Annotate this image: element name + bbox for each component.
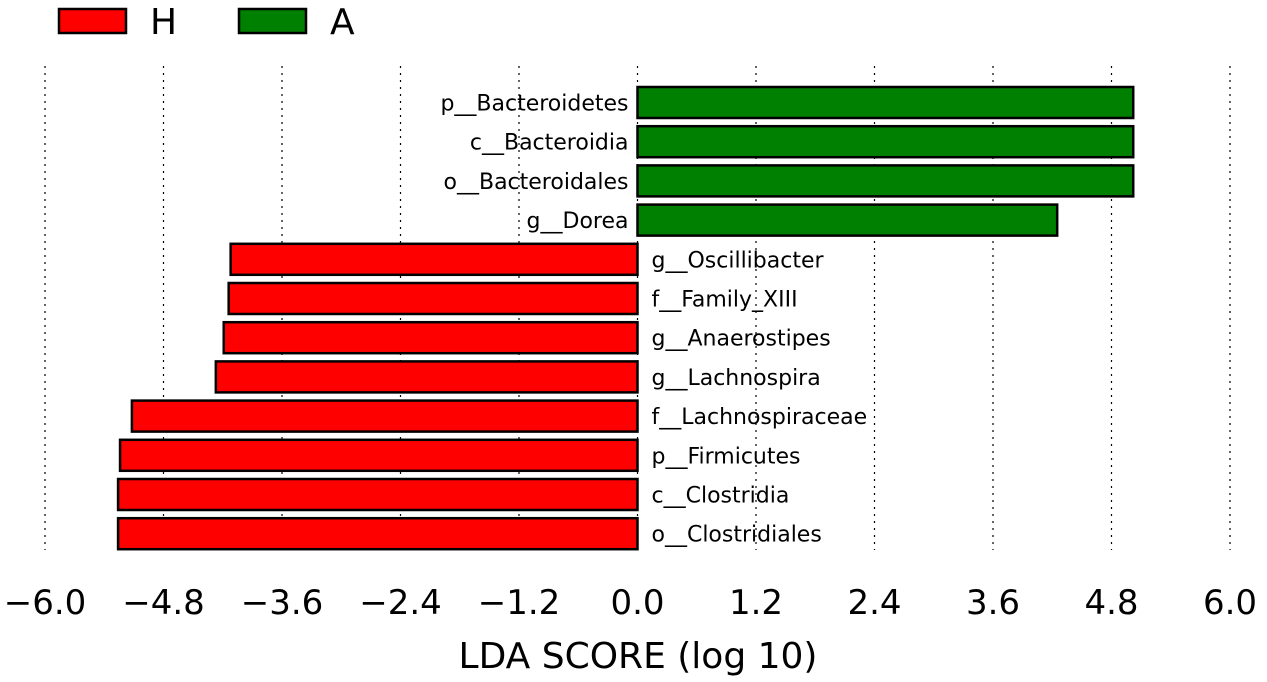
bar-label: c__Clostridia xyxy=(652,484,790,509)
bars xyxy=(116,85,1135,551)
x-tick-label: −6.0 xyxy=(4,583,87,623)
bar-label: c__Bacteroidia xyxy=(470,131,629,156)
bar-label: f__Family_XIII xyxy=(652,288,798,313)
legend-swatch-a xyxy=(237,7,308,35)
x-axis-title: LDA SCORE (log 10) xyxy=(459,636,818,677)
bar-label: g__Anaerostipes xyxy=(652,327,831,352)
bar-p-bacteroidetes xyxy=(636,85,1135,120)
bar-g-oscillibacter xyxy=(229,242,639,277)
x-tick-label: 6.0 xyxy=(1203,583,1257,623)
legend-swatch-h xyxy=(57,7,128,35)
bar-label: g__Lachnospira xyxy=(652,366,821,391)
bar-o-bacteroidales xyxy=(636,164,1135,198)
bar-g-lachnospira xyxy=(214,360,639,394)
bar-label: o__Clostridiales xyxy=(652,523,822,548)
bar-c-clostridia xyxy=(116,477,639,512)
bar-f-family-xiii xyxy=(227,281,639,316)
bar-f-lachnospiraceae xyxy=(130,399,639,433)
bar-label: f__Lachnospiraceae xyxy=(652,405,868,430)
bar-p-firmicutes xyxy=(118,438,639,473)
legend-label-h: H xyxy=(150,2,177,43)
bar-label: o__Bacteroidales xyxy=(444,170,629,195)
x-tick-label: 0.0 xyxy=(610,583,664,623)
x-tick-label: −4.8 xyxy=(122,583,205,623)
x-tick-label: 3.6 xyxy=(966,583,1020,623)
bar-label: p__Firmicutes xyxy=(652,444,801,469)
bar-labels: p__Bacteroidetes c__Bacteroidia o__Bactero… xyxy=(440,92,867,548)
bar-g-dorea xyxy=(636,203,1059,237)
x-tick-label: 4.8 xyxy=(1084,583,1138,623)
x-tick-label: −1.2 xyxy=(478,583,561,623)
bar-label: g__Dorea xyxy=(527,209,629,234)
bar-label: p__Bacteroidetes xyxy=(440,92,628,117)
bar-label: g__Oscillibacter xyxy=(652,248,825,273)
bar-c-bacteroidia xyxy=(636,124,1135,159)
bar-o-clostridiales xyxy=(116,516,639,551)
x-tick-labels: −6.0 −4.8 −3.6 −2.4 −1.2 0.0 1.2 2.4 3.6 4.8 6.0 xyxy=(4,583,1257,623)
legend-label-a: A xyxy=(330,2,355,43)
x-tick-label: −3.6 xyxy=(241,583,324,623)
bar-g-anaerostipes xyxy=(222,320,639,355)
x-tick-label: 2.4 xyxy=(847,583,901,623)
x-tick-label: 1.2 xyxy=(729,583,783,623)
x-tick-label: −2.4 xyxy=(359,583,442,623)
